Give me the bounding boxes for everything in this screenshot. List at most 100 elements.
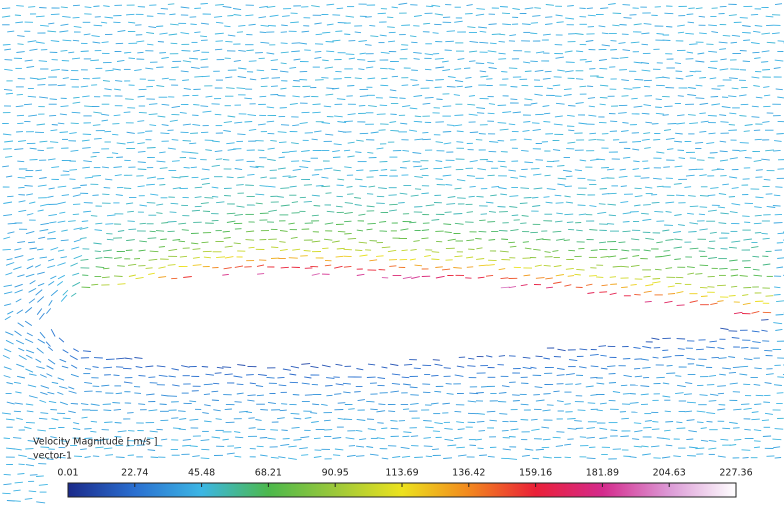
- velocity-vector: [203, 256, 211, 259]
- velocity-vector: [282, 15, 290, 17]
- velocity-vector: [159, 403, 167, 405]
- velocity-vector: [57, 274, 66, 280]
- velocity-vector: [39, 177, 47, 180]
- velocity-vector: [565, 175, 573, 178]
- velocity-vector: [633, 160, 640, 163]
- velocity-vector: [367, 222, 376, 225]
- velocity-vector: [634, 375, 643, 378]
- velocity-vector: [201, 448, 210, 451]
- velocity-vector: [729, 382, 738, 385]
- velocity-vector: [259, 31, 267, 34]
- velocity-vector: [223, 121, 232, 124]
- velocity-vector: [456, 446, 465, 449]
- velocity-vector: [29, 247, 37, 250]
- velocity-vector: [585, 385, 594, 388]
- velocity-vector: [135, 366, 143, 369]
- velocity-vector: [777, 96, 784, 99]
- velocity-vector: [598, 345, 607, 347]
- velocity-vector: [545, 23, 553, 25]
- velocity-vector: [234, 121, 243, 124]
- velocity-vector: [579, 436, 587, 438]
- velocity-vector: [369, 453, 379, 456]
- velocity-vector: [731, 87, 739, 90]
- velocity-vector: [80, 237, 87, 240]
- velocity-vector: [753, 446, 760, 449]
- velocity-vector: [444, 427, 453, 430]
- velocity-vector: [743, 130, 750, 132]
- velocity-vector: [578, 122, 588, 125]
- velocity-vector: [4, 68, 13, 71]
- velocity-vector: [652, 421, 659, 423]
- velocity-vector: [587, 179, 596, 181]
- velocity-vector: [619, 24, 627, 26]
- velocity-vector: [288, 445, 297, 448]
- velocity-vector: [203, 383, 213, 386]
- velocity-vector: [24, 497, 33, 500]
- velocity-vector: [609, 292, 617, 296]
- velocity-vector: [676, 291, 684, 294]
- velocity-vector: [421, 229, 430, 231]
- velocity-vector: [664, 129, 672, 131]
- velocity-vector: [675, 194, 685, 197]
- velocity-vector: [699, 264, 709, 267]
- velocity-vector: [478, 230, 487, 233]
- velocity-vector: [310, 365, 319, 369]
- velocity-vector: [754, 403, 762, 405]
- velocity-vector: [5, 331, 14, 336]
- velocity-vector: [14, 289, 23, 294]
- velocity-vector: [434, 13, 443, 16]
- velocity-vector: [332, 437, 342, 439]
- velocity-vector: [39, 229, 49, 232]
- velocity-vector: [116, 142, 126, 145]
- velocity-vector: [72, 427, 81, 431]
- velocity-vector: [126, 239, 135, 242]
- velocity-vector: [156, 160, 166, 163]
- velocity-vector: [667, 148, 674, 150]
- velocity-vector: [656, 376, 665, 379]
- velocity-vector: [586, 436, 595, 439]
- velocity-vector: [663, 250, 670, 252]
- velocity-vector: [280, 443, 290, 447]
- velocity-vector: [114, 257, 122, 259]
- velocity-vector: [369, 259, 378, 262]
- velocity-vector: [610, 40, 617, 42]
- velocity-vector: [674, 140, 683, 143]
- velocity-vector: [7, 30, 15, 33]
- velocity-vector: [192, 123, 201, 126]
- velocity-vector: [247, 114, 257, 117]
- velocity-vector: [16, 309, 24, 314]
- velocity-vector: [28, 490, 37, 493]
- velocity-vector: [117, 265, 125, 267]
- velocity-vector: [431, 219, 440, 221]
- velocity-vector: [687, 21, 695, 24]
- velocity-vector: [708, 439, 717, 442]
- velocity-vector: [563, 239, 570, 242]
- velocity-vector: [57, 249, 65, 252]
- velocity-vector: [664, 429, 671, 432]
- velocity-vector: [292, 124, 300, 127]
- velocity-vector: [159, 167, 168, 169]
- velocity-vector: [706, 142, 715, 145]
- velocity-vector: [61, 229, 68, 232]
- velocity-vector: [122, 367, 132, 370]
- velocity-vector: [127, 220, 135, 222]
- velocity-vector: [201, 366, 209, 368]
- velocity-vector: [137, 142, 145, 145]
- velocity-vector: [6, 500, 15, 502]
- velocity-vector: [665, 239, 674, 241]
- velocity-vector: [556, 238, 565, 241]
- velocity-vector: [190, 166, 197, 169]
- velocity-vector: [37, 271, 45, 275]
- velocity-vector: [46, 458, 54, 461]
- velocity-vector: [640, 358, 649, 361]
- velocity-vector: [255, 193, 265, 196]
- velocity-vector: [111, 152, 119, 155]
- velocity-vector: [750, 13, 759, 16]
- velocity-vector: [599, 67, 608, 70]
- velocity-vector: [26, 193, 33, 196]
- velocity-vector: [26, 265, 34, 270]
- velocity-vector: [601, 44, 610, 47]
- velocity-vector: [666, 26, 673, 28]
- velocity-vector: [84, 6, 92, 9]
- velocity-vector: [597, 211, 607, 215]
